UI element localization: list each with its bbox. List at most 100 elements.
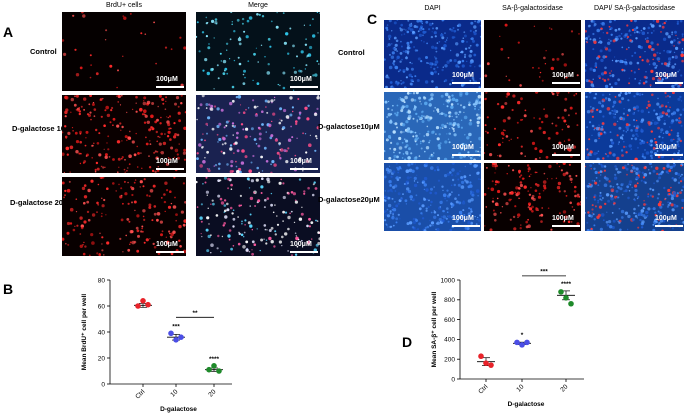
panel-a-header-brdu: BrdU+ cells <box>106 2 142 9</box>
panel-a-image-brdu-20 <box>62 177 186 256</box>
scale-bar <box>452 154 480 156</box>
x-tick-label: 20 <box>207 388 217 398</box>
data-point <box>478 353 484 360</box>
scale-label: 100μM <box>156 158 178 165</box>
y-tick-label: 0 <box>451 376 455 383</box>
panel-a-image-merge-control <box>196 12 320 91</box>
panel-c-image-sa-10 <box>484 92 581 160</box>
scale-label: 100μM <box>655 144 677 151</box>
scale-bar <box>552 225 580 227</box>
panel-a-image-brdu-control <box>62 12 186 91</box>
scale-bar <box>552 82 580 84</box>
scale-bar <box>655 225 683 227</box>
panel-c-image-sa-20 <box>484 163 581 231</box>
scale-label: 100μM <box>552 215 574 222</box>
panel-c-header-dapi: DAPI <box>424 5 441 12</box>
scale-bar <box>290 168 318 170</box>
scale-bar <box>156 168 184 170</box>
chart-sa-beta-gal: 0 200 400 600 800 1000 Ctrl 10 20 D-galactose Mean… <box>431 268 584 408</box>
scale-bar <box>290 251 318 253</box>
y-tick-label: 200 <box>444 357 455 364</box>
panel-a-image-merge-10 <box>196 95 320 173</box>
significance-label: **** <box>561 281 572 288</box>
panel-letter-b: B <box>3 281 14 297</box>
x-tick-label: Ctrl <box>134 388 146 400</box>
x-tick-label: Ctrl <box>477 383 489 395</box>
scale-label: 100μM <box>655 215 677 222</box>
data-point <box>168 330 174 337</box>
panel-a-header-merge: Merge <box>248 2 268 9</box>
data-point <box>568 300 574 307</box>
panel-c-image-merge-10 <box>585 92 684 160</box>
bracket-label: *** <box>540 268 548 275</box>
scale-label: 100μM <box>552 144 574 151</box>
x-tick-label: 10 <box>515 383 525 393</box>
scale-bar <box>156 86 184 88</box>
panel-a-image-merge-20 <box>196 177 320 256</box>
panel-c-row-label-control: Control <box>338 48 365 57</box>
panel-c-image-dapi-control <box>384 20 481 88</box>
data-point <box>145 301 151 308</box>
panel-c-header-sa-beta-gal: SA-β-galactosidase <box>502 5 563 12</box>
bracket-label: ** <box>192 310 198 317</box>
panel-c-row-label-20: D-galactose20μM <box>318 195 380 204</box>
data-point <box>211 363 217 369</box>
panel-c-image-merge-control <box>585 20 684 88</box>
data-point <box>178 334 184 340</box>
data-point <box>563 295 569 301</box>
scale-label: 100μM <box>156 241 178 248</box>
significance-label: *** <box>172 323 180 330</box>
data-point <box>524 339 530 346</box>
y-tick-label: 80 <box>98 277 106 284</box>
scale-bar <box>452 225 480 227</box>
scale-bar <box>552 154 580 156</box>
panel-c-image-dapi-10 <box>384 92 481 160</box>
scale-label: 100μM <box>552 72 574 79</box>
data-point <box>519 342 525 348</box>
y-tick-label: 800 <box>444 297 455 304</box>
data-point <box>558 289 564 295</box>
x-axis-label: D-galactose <box>160 406 197 413</box>
significance-label: * <box>521 332 524 339</box>
data-point <box>488 362 494 368</box>
scale-label: 100μM <box>156 76 178 83</box>
y-tick-label: 400 <box>444 337 455 344</box>
scale-label: 100μM <box>290 158 312 165</box>
panel-a-row-label-10: D-galactose 10μM <box>12 124 76 133</box>
y-tick-label: 60 <box>98 303 106 310</box>
panel-c-row-label-10: D-galactose10μM <box>318 122 380 131</box>
scale-label: 100μM <box>452 215 474 222</box>
scale-bar <box>655 82 683 84</box>
scale-label: 100μM <box>452 144 474 151</box>
scale-bar <box>655 154 683 156</box>
panel-letter-d: D <box>402 334 413 350</box>
scale-bar <box>452 82 480 84</box>
panel-c-image-dapi-20 <box>384 163 481 231</box>
y-tick-label: 1000 <box>441 277 456 284</box>
scale-bar <box>156 251 184 253</box>
y-axis-label: Mean SA-β⁺ cell per well <box>431 291 438 367</box>
y-tick-label: 40 <box>98 329 106 336</box>
y-tick-label: 600 <box>444 317 455 324</box>
chart-brdu: 0 20 40 60 80 Ctrl 10 20 D-galactose Mean BrdU⁺ c… <box>81 277 232 413</box>
data-point <box>140 298 146 304</box>
scale-label: 100μM <box>655 72 677 79</box>
data-point <box>173 337 179 343</box>
scale-bar <box>290 86 318 88</box>
y-tick-label: 0 <box>101 381 105 388</box>
x-axis-label: D-galactose <box>508 401 545 408</box>
significance-label: **** <box>209 356 220 363</box>
data-point <box>483 360 489 366</box>
panel-c-image-merge-20 <box>585 163 684 231</box>
panel-a-row-label-control: Control <box>30 47 57 56</box>
x-tick-label: 10 <box>169 388 179 398</box>
data-point <box>206 366 212 373</box>
scale-label: 100μM <box>290 76 312 83</box>
data-point <box>514 339 520 346</box>
panel-letter-c: C <box>367 11 378 27</box>
panel-c-image-sa-control <box>484 20 581 88</box>
panel-a-image-brdu-10 <box>62 95 186 173</box>
panel-c-header-merge: DAPI/ SA-β-galactosidase <box>593 5 676 12</box>
scale-label: 100μM <box>452 72 474 79</box>
panel-a-row-label-20: D-galactose 20μM <box>10 198 74 207</box>
